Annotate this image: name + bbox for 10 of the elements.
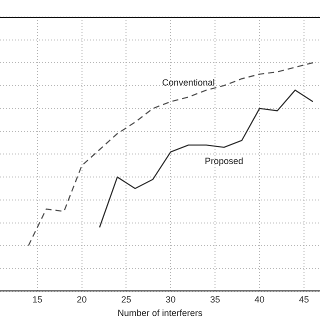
x-tick-label: 15 xyxy=(32,294,42,304)
x-axis-title: Number of interferers xyxy=(117,308,204,318)
x-tick-label: 35 xyxy=(210,294,220,304)
x-tick-label: 30 xyxy=(166,294,176,304)
series-label: Conventional xyxy=(162,78,215,88)
x-tick-label: 45 xyxy=(298,294,310,304)
series-label: Proposed xyxy=(204,156,244,166)
x-tick-label: 20 xyxy=(76,294,87,304)
x-tick-label: 25 xyxy=(121,294,132,304)
x-tick-label: 40 xyxy=(254,294,265,304)
